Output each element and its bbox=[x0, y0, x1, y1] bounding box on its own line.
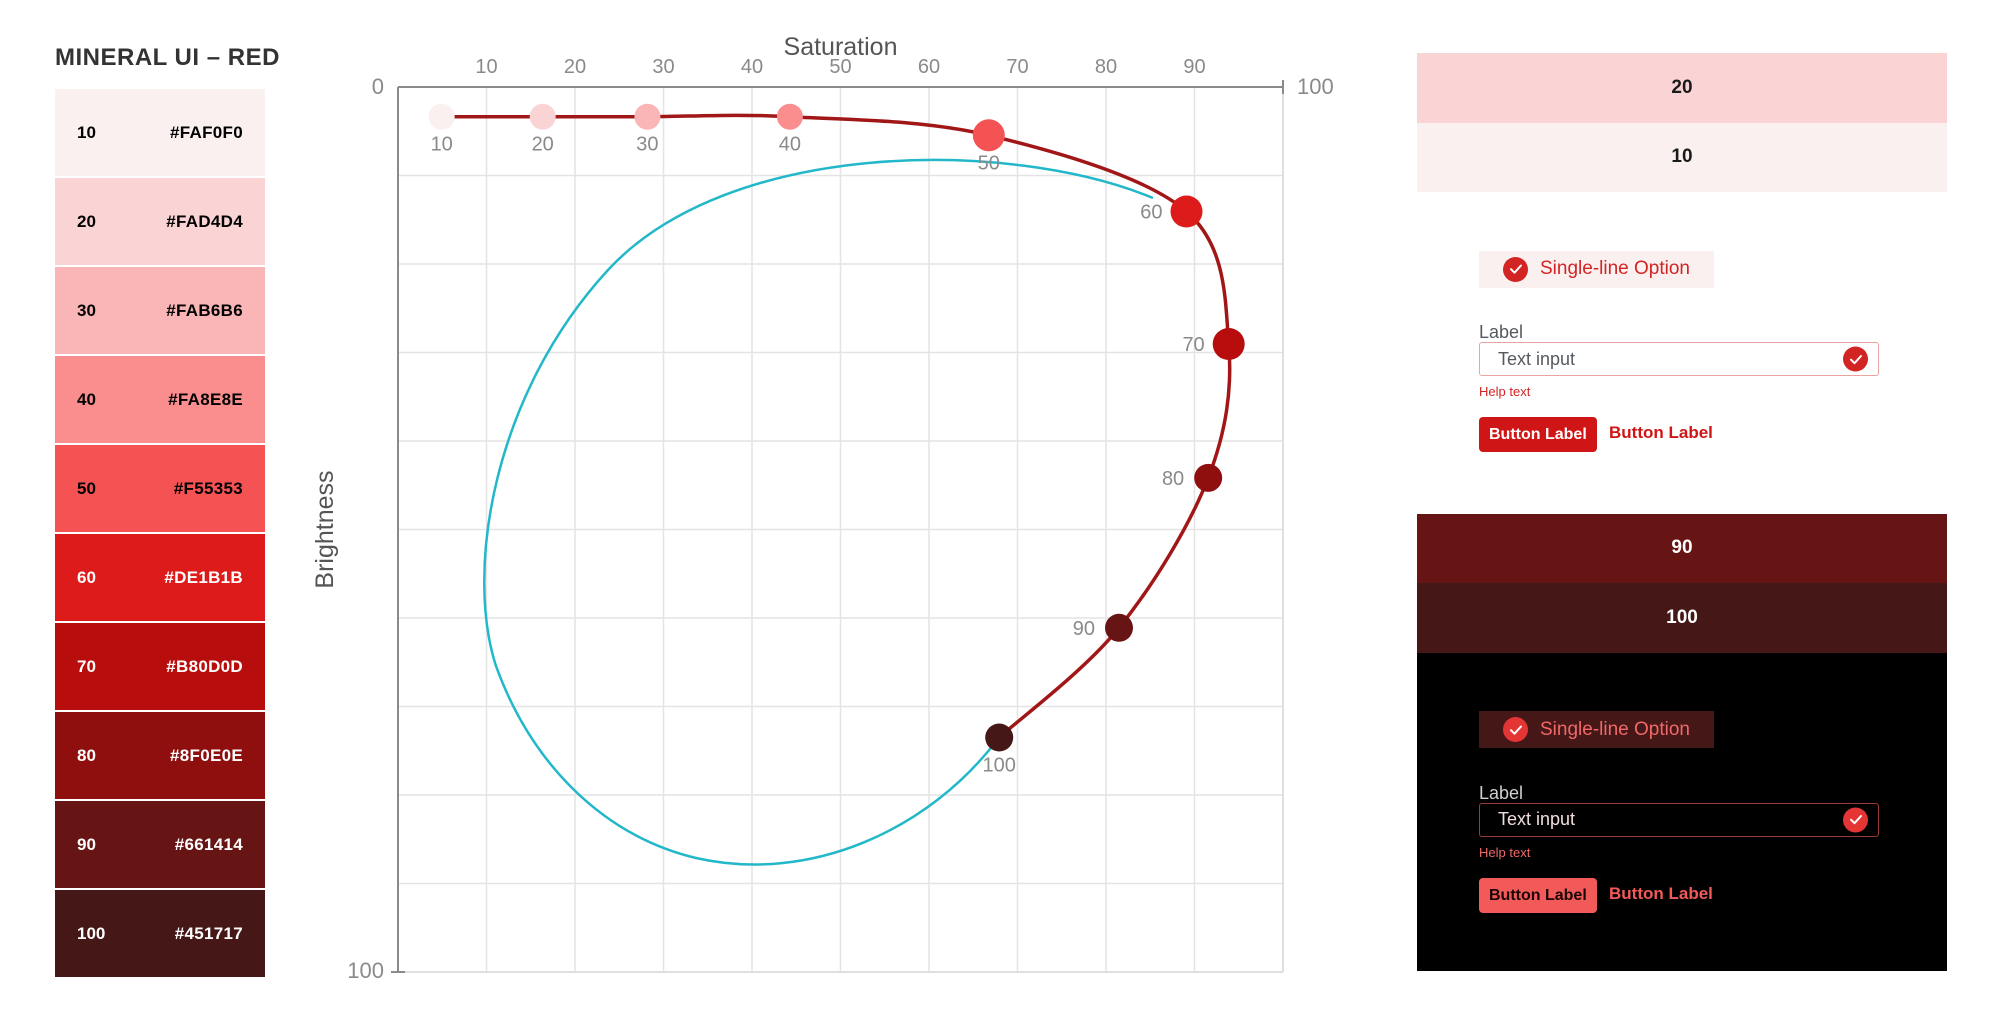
svg-text:80: 80 bbox=[1095, 56, 1117, 78]
svg-text:100: 100 bbox=[983, 755, 1016, 777]
svg-text:10: 10 bbox=[431, 134, 453, 156]
svg-text:100: 100 bbox=[1297, 74, 1334, 99]
svg-text:40: 40 bbox=[741, 56, 763, 78]
svg-text:50: 50 bbox=[978, 152, 1000, 174]
svg-text:100: 100 bbox=[347, 958, 384, 983]
svg-text:90: 90 bbox=[1073, 618, 1095, 640]
svg-text:20: 20 bbox=[564, 56, 586, 78]
svg-text:90: 90 bbox=[1183, 56, 1205, 78]
svg-text:10: 10 bbox=[475, 56, 497, 78]
svg-text:80: 80 bbox=[1162, 468, 1184, 490]
svg-text:30: 30 bbox=[652, 56, 674, 78]
svg-text:70: 70 bbox=[1182, 334, 1204, 356]
svg-text:Saturation: Saturation bbox=[784, 33, 898, 61]
svg-text:40: 40 bbox=[779, 134, 801, 156]
svg-text:70: 70 bbox=[1006, 56, 1028, 78]
svg-text:60: 60 bbox=[1140, 202, 1162, 224]
svg-text:60: 60 bbox=[918, 56, 940, 78]
svg-text:Brightness: Brightness bbox=[311, 470, 339, 588]
svg-text:0: 0 bbox=[372, 74, 384, 99]
svg-text:20: 20 bbox=[532, 134, 554, 156]
svg-text:30: 30 bbox=[636, 134, 658, 156]
